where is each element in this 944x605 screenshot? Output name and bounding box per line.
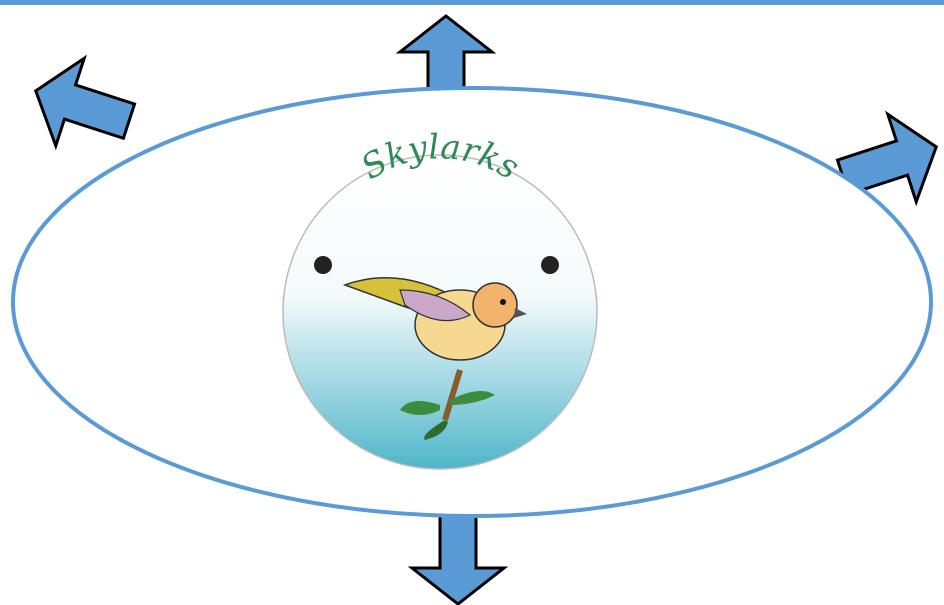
diagram: Skylarks [0,0,944,605]
top-bar [0,0,944,5]
arrow-upper-left [22,47,144,165]
hole [541,256,559,274]
arrow-down [412,506,504,604]
hole [314,256,332,274]
